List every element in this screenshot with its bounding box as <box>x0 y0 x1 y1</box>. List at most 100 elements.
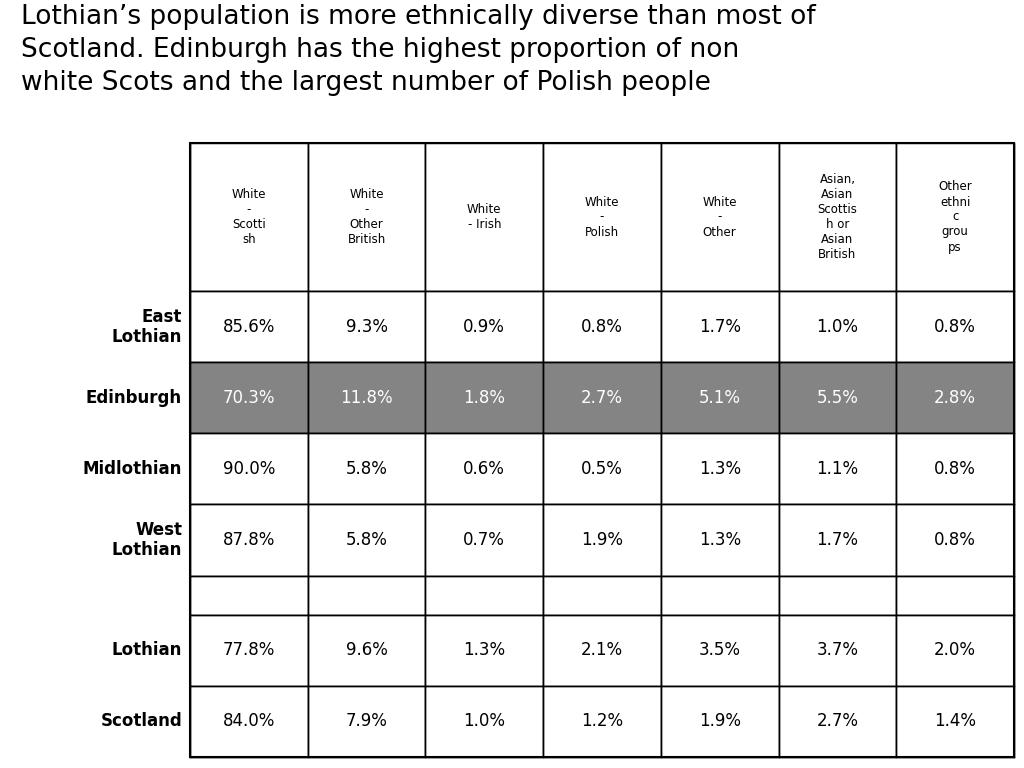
Bar <box>778 614 896 686</box>
Text: 0.9%: 0.9% <box>463 318 505 336</box>
Bar <box>543 143 660 291</box>
Bar <box>425 614 543 686</box>
Text: 9.6%: 9.6% <box>346 641 387 659</box>
Text: 0.5%: 0.5% <box>581 460 623 478</box>
Text: 3.7%: 3.7% <box>816 641 858 659</box>
Text: 7.9%: 7.9% <box>346 713 387 730</box>
Bar <box>896 505 1014 575</box>
Bar <box>308 362 425 433</box>
Bar <box>543 686 660 757</box>
Bar <box>543 575 660 614</box>
Bar <box>778 433 896 505</box>
Text: 1.0%: 1.0% <box>463 713 505 730</box>
Bar <box>425 686 543 757</box>
Text: 1.0%: 1.0% <box>816 318 858 336</box>
Bar <box>660 505 778 575</box>
Text: 1.7%: 1.7% <box>698 318 740 336</box>
Text: Lothian: Lothian <box>112 641 182 659</box>
Bar <box>896 362 1014 433</box>
Bar <box>543 433 660 505</box>
Bar <box>425 291 543 362</box>
Text: 0.8%: 0.8% <box>934 318 976 336</box>
Text: 0.8%: 0.8% <box>934 531 976 549</box>
Bar <box>190 505 308 575</box>
Bar <box>543 614 660 686</box>
Bar <box>660 686 778 757</box>
Text: 2.0%: 2.0% <box>934 641 976 659</box>
Text: Midlothian: Midlothian <box>83 460 182 478</box>
Text: 1.1%: 1.1% <box>816 460 858 478</box>
Bar <box>543 362 660 433</box>
Bar <box>660 143 778 291</box>
Bar <box>896 143 1014 291</box>
Bar <box>425 505 543 575</box>
Bar <box>190 433 308 505</box>
Text: 5.8%: 5.8% <box>346 460 387 478</box>
Bar <box>660 575 778 614</box>
Text: 0.8%: 0.8% <box>934 460 976 478</box>
Bar <box>308 143 425 291</box>
Text: 0.8%: 0.8% <box>581 318 623 336</box>
Bar <box>190 291 308 362</box>
Text: Other
ethni
c
grou
ps: Other ethni c grou ps <box>938 180 972 253</box>
Text: 1.4%: 1.4% <box>934 713 976 730</box>
Bar <box>896 291 1014 362</box>
Text: Lothian’s population is more ethnically diverse than most of
Scotland. Edinburgh: Lothian’s population is more ethnically … <box>22 4 816 96</box>
Bar <box>778 686 896 757</box>
Text: West
Lothian: West Lothian <box>112 521 182 559</box>
Bar <box>190 143 1014 757</box>
Text: 2.8%: 2.8% <box>934 389 976 407</box>
Text: 3.5%: 3.5% <box>698 641 740 659</box>
Text: White
-
Other: White - Other <box>702 196 737 239</box>
Bar <box>778 362 896 433</box>
Text: White
-
Scotti
sh: White - Scotti sh <box>231 188 266 246</box>
Text: 87.8%: 87.8% <box>222 531 275 549</box>
Text: Scotland: Scotland <box>100 713 182 730</box>
Bar <box>660 291 778 362</box>
Bar <box>778 575 896 614</box>
Text: 5.8%: 5.8% <box>346 531 387 549</box>
Bar <box>308 433 425 505</box>
Bar <box>308 291 425 362</box>
Text: Asian,
Asian
Scottis
h or
Asian
British: Asian, Asian Scottis h or Asian British <box>817 173 857 261</box>
Bar <box>660 433 778 505</box>
Text: 77.8%: 77.8% <box>222 641 275 659</box>
Text: 5.5%: 5.5% <box>816 389 858 407</box>
Text: 2.7%: 2.7% <box>816 713 858 730</box>
Bar <box>896 686 1014 757</box>
Text: White
-
Polish: White - Polish <box>585 196 620 239</box>
Bar <box>425 433 543 505</box>
Bar <box>308 686 425 757</box>
Text: 90.0%: 90.0% <box>222 460 275 478</box>
Text: 2.1%: 2.1% <box>581 641 623 659</box>
Bar <box>896 433 1014 505</box>
Bar <box>896 575 1014 614</box>
Text: 1.3%: 1.3% <box>463 641 506 659</box>
Text: 9.3%: 9.3% <box>345 318 387 336</box>
Bar <box>543 505 660 575</box>
Text: 0.7%: 0.7% <box>463 531 505 549</box>
Text: 11.8%: 11.8% <box>340 389 393 407</box>
Bar <box>308 505 425 575</box>
Bar <box>190 686 308 757</box>
Bar <box>190 575 308 614</box>
Text: Edinburgh: Edinburgh <box>86 389 182 407</box>
Text: White
-
Other
British: White - Other British <box>347 188 386 246</box>
Text: 1.8%: 1.8% <box>463 389 505 407</box>
Text: 5.1%: 5.1% <box>698 389 740 407</box>
Bar <box>778 291 896 362</box>
Bar <box>190 143 308 291</box>
Bar <box>543 291 660 362</box>
Bar <box>190 614 308 686</box>
Text: 1.2%: 1.2% <box>581 713 623 730</box>
Bar <box>425 575 543 614</box>
Text: 1.9%: 1.9% <box>581 531 623 549</box>
Text: East
Lothian: East Lothian <box>112 307 182 346</box>
Text: 1.7%: 1.7% <box>816 531 858 549</box>
Text: 1.9%: 1.9% <box>698 713 740 730</box>
Bar <box>190 362 308 433</box>
Bar <box>896 614 1014 686</box>
Bar <box>425 362 543 433</box>
Text: 0.6%: 0.6% <box>463 460 505 478</box>
Text: 1.3%: 1.3% <box>698 531 740 549</box>
